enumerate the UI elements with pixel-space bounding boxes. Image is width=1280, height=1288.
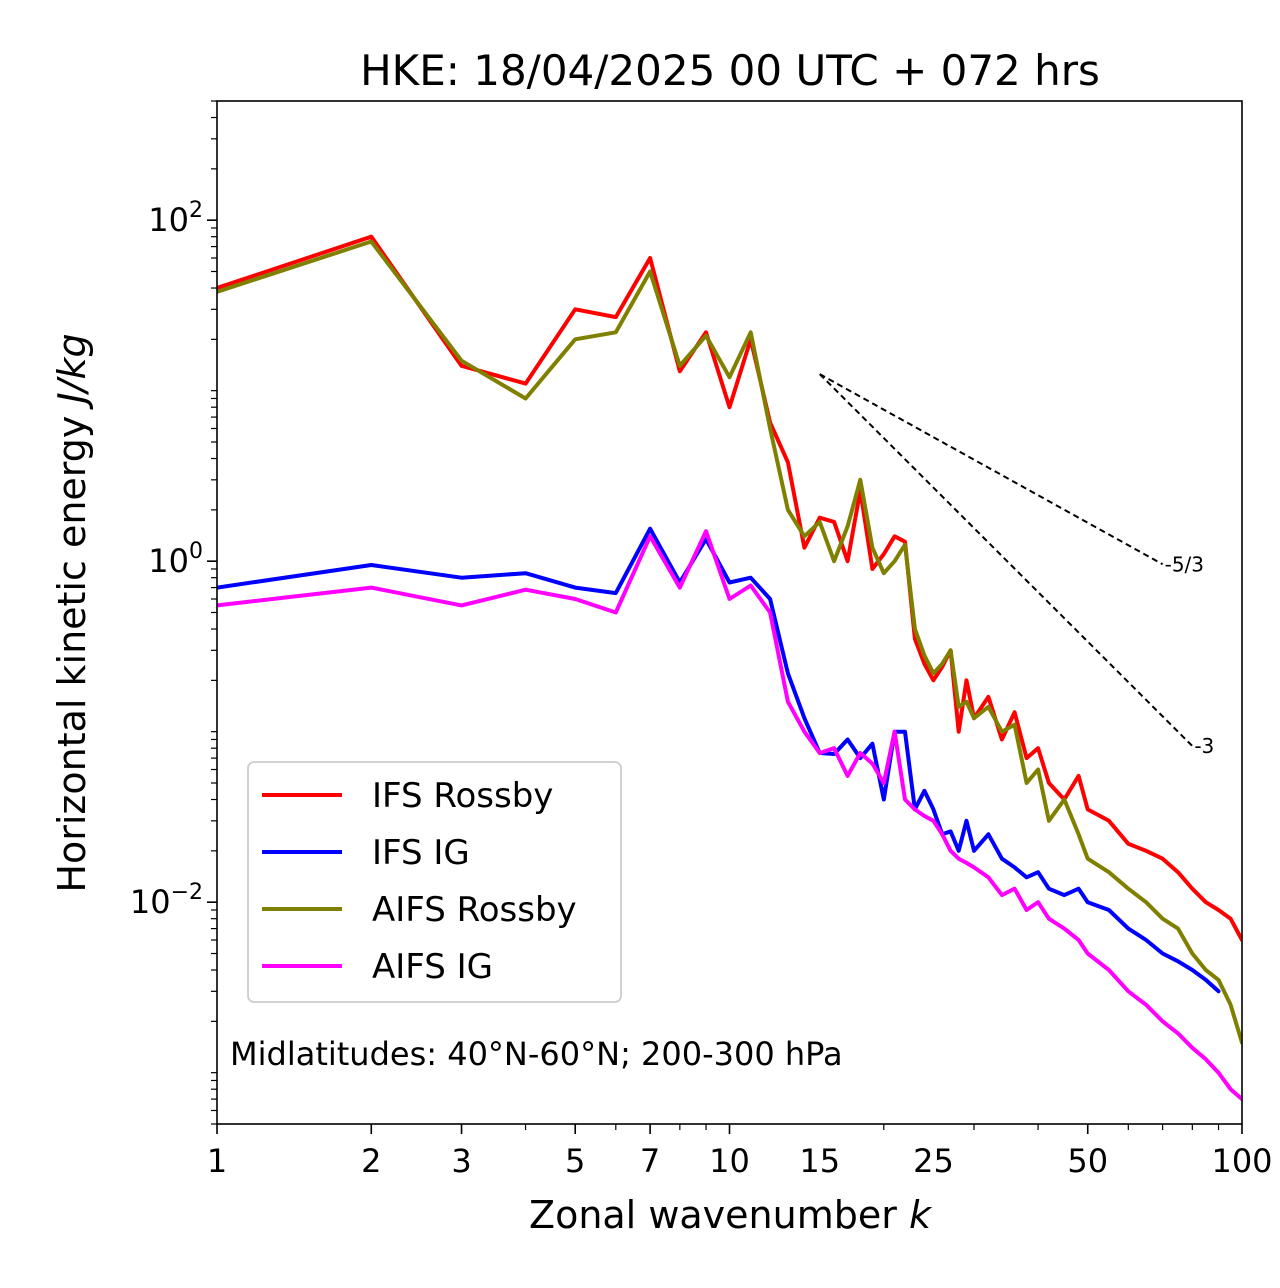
y-axis-label: Horizontal kinetic energy J/kg <box>50 333 94 892</box>
x-tick-label: 2 <box>361 1142 381 1180</box>
x-tick-label: 1 <box>207 1142 227 1180</box>
legend-label: AIFS Rossby <box>372 890 577 930</box>
legend-label: IFS IG <box>372 833 470 873</box>
x-tick-label: 15 <box>799 1142 840 1180</box>
y-axis-ticks: 10−2 100 102 <box>130 100 217 1125</box>
series-line-ifs-rossby <box>217 234 1242 942</box>
legend-label: AIFS IG <box>372 947 493 987</box>
slope-line--3 <box>819 373 1194 747</box>
x-tick-label: 10 <box>709 1142 750 1180</box>
x-tick-label: 3 <box>451 1142 471 1180</box>
series-layer <box>217 234 1242 1102</box>
x-tick-label: 25 <box>913 1142 954 1180</box>
legend-box <box>247 761 622 1003</box>
slope-label: -5/3 <box>1165 552 1204 576</box>
x-tick-label: 7 <box>640 1142 660 1180</box>
x-tick-label: 5 <box>565 1142 585 1180</box>
plot-area: -5/3 -3 1 2 3 5 7 10 15 25 50 100 10−2 100 102 <box>130 100 1273 1180</box>
slope-label: -3 <box>1194 734 1214 758</box>
legend-label: IFS Rossby <box>372 776 553 816</box>
y-tick-label: 100 <box>148 539 203 580</box>
y-tick-label: 102 <box>148 198 203 239</box>
series-line-aifs-rossby <box>217 239 1242 1045</box>
chart-title: HKE: 18/04/2025 00 UTC + 072 hrs <box>360 46 1100 95</box>
x-axis-ticks: 1 2 3 5 7 10 15 25 50 100 <box>207 1124 1273 1180</box>
x-tick-label: 50 <box>1067 1142 1108 1180</box>
legend: IFS Rossby IFS IG AIFS Rossby AIFS IG <box>247 761 622 1003</box>
y-tick-label: 10−2 <box>130 880 203 921</box>
slope-layer: -5/3 -3 <box>819 373 1214 758</box>
slope-line--5-over-3 <box>819 373 1164 566</box>
region-annotation: Midlatitudes: 40°N-60°N; 200-300 hPa <box>230 1035 843 1073</box>
x-axis-label: Zonal wavenumber k <box>529 1193 933 1237</box>
x-tick-label: 100 <box>1211 1142 1272 1180</box>
series-line-aifs-ig <box>217 529 1242 1102</box>
